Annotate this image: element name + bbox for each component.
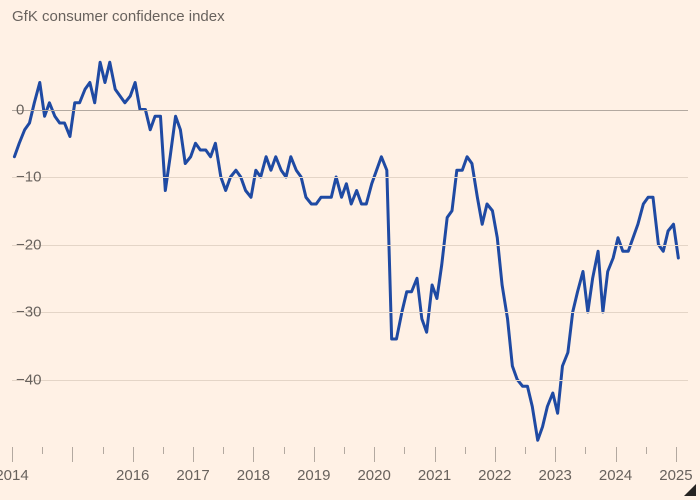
x-major-tick (314, 447, 315, 462)
plot-area: 0−10−20−30−40201420162017201820192020202… (12, 42, 688, 447)
x-major-tick (72, 447, 73, 462)
x-minor-tick (585, 447, 586, 454)
resize-corner-icon (684, 484, 696, 496)
y-tick-label: −30 (16, 304, 41, 321)
x-minor-tick (42, 447, 43, 454)
x-major-tick (555, 447, 556, 462)
x-tick-label: 2019 (297, 467, 330, 484)
x-minor-tick (465, 447, 466, 454)
y-tick-label: 0 (16, 101, 24, 118)
y-tick-label: −20 (16, 236, 41, 253)
x-minor-tick (525, 447, 526, 454)
chart-container: GfK consumer confidence index 0 −10 −20 −30… (0, 0, 700, 500)
y-gridline (12, 177, 688, 178)
x-minor-tick (646, 447, 647, 454)
y-tick-label: −10 (16, 169, 41, 186)
x-major-tick (12, 447, 13, 462)
y-tick-label: −40 (16, 371, 41, 388)
x-tick-label: 2017 (176, 467, 209, 484)
x-minor-tick (223, 447, 224, 454)
x-major-tick (193, 447, 194, 462)
x-major-tick (676, 447, 677, 462)
x-tick-label: 2020 (357, 467, 390, 484)
x-major-tick (374, 447, 375, 462)
x-minor-tick (163, 447, 164, 454)
x-minor-tick (284, 447, 285, 454)
x-tick-label: 2018 (237, 467, 270, 484)
chart-subtitle: GfK consumer confidence index (12, 8, 225, 25)
x-minor-tick (404, 447, 405, 454)
x-tick-label: 2023 (539, 467, 572, 484)
y-gridline (12, 110, 688, 111)
y-gridline (12, 380, 688, 381)
x-tick-label: 2014 (0, 467, 29, 484)
x-minor-tick (344, 447, 345, 454)
x-major-tick (133, 447, 134, 462)
x-minor-tick (103, 447, 104, 454)
confidence-line (14, 62, 678, 440)
x-major-tick (616, 447, 617, 462)
x-tick-label: 2022 (478, 467, 511, 484)
x-tick-label: 2025 (659, 467, 692, 484)
y-gridline (12, 312, 688, 313)
x-major-tick (435, 447, 436, 462)
x-major-tick (495, 447, 496, 462)
x-tick-label: 2016 (116, 467, 149, 484)
x-major-tick (253, 447, 254, 462)
x-tick-label: 2024 (599, 467, 632, 484)
x-tick-label: 2021 (418, 467, 451, 484)
y-gridline (12, 245, 688, 246)
